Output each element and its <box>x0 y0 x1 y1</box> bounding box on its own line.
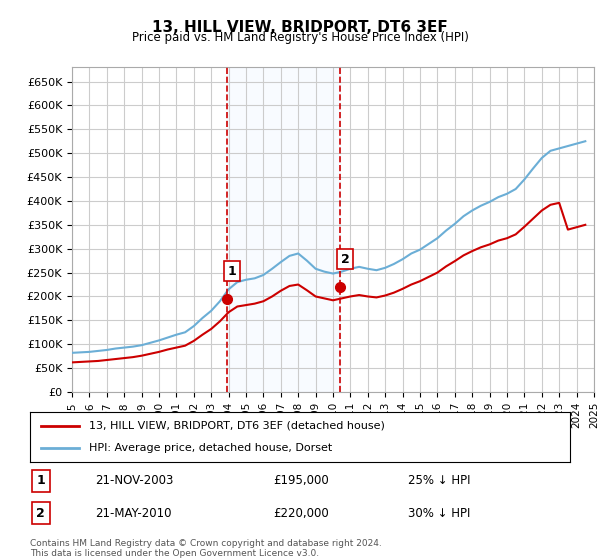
Text: 2: 2 <box>341 253 350 265</box>
Text: Contains HM Land Registry data © Crown copyright and database right 2024.
This d: Contains HM Land Registry data © Crown c… <box>30 539 382 558</box>
Text: £195,000: £195,000 <box>273 474 329 487</box>
Text: 2: 2 <box>37 507 45 520</box>
Text: 25% ↓ HPI: 25% ↓ HPI <box>408 474 470 487</box>
Text: 13, HILL VIEW, BRIDPORT, DT6 3EF: 13, HILL VIEW, BRIDPORT, DT6 3EF <box>152 20 448 35</box>
Text: 21-MAY-2010: 21-MAY-2010 <box>95 507 172 520</box>
Text: 21-NOV-2003: 21-NOV-2003 <box>95 474 173 487</box>
Text: 13, HILL VIEW, BRIDPORT, DT6 3EF (detached house): 13, HILL VIEW, BRIDPORT, DT6 3EF (detach… <box>89 421 385 431</box>
Text: 1: 1 <box>37 474 45 487</box>
Text: 1: 1 <box>228 265 236 278</box>
Text: £220,000: £220,000 <box>273 507 329 520</box>
Bar <box>227 67 340 392</box>
Text: 30% ↓ HPI: 30% ↓ HPI <box>408 507 470 520</box>
Text: Price paid vs. HM Land Registry's House Price Index (HPI): Price paid vs. HM Land Registry's House … <box>131 31 469 44</box>
Text: HPI: Average price, detached house, Dorset: HPI: Average price, detached house, Dors… <box>89 443 332 453</box>
